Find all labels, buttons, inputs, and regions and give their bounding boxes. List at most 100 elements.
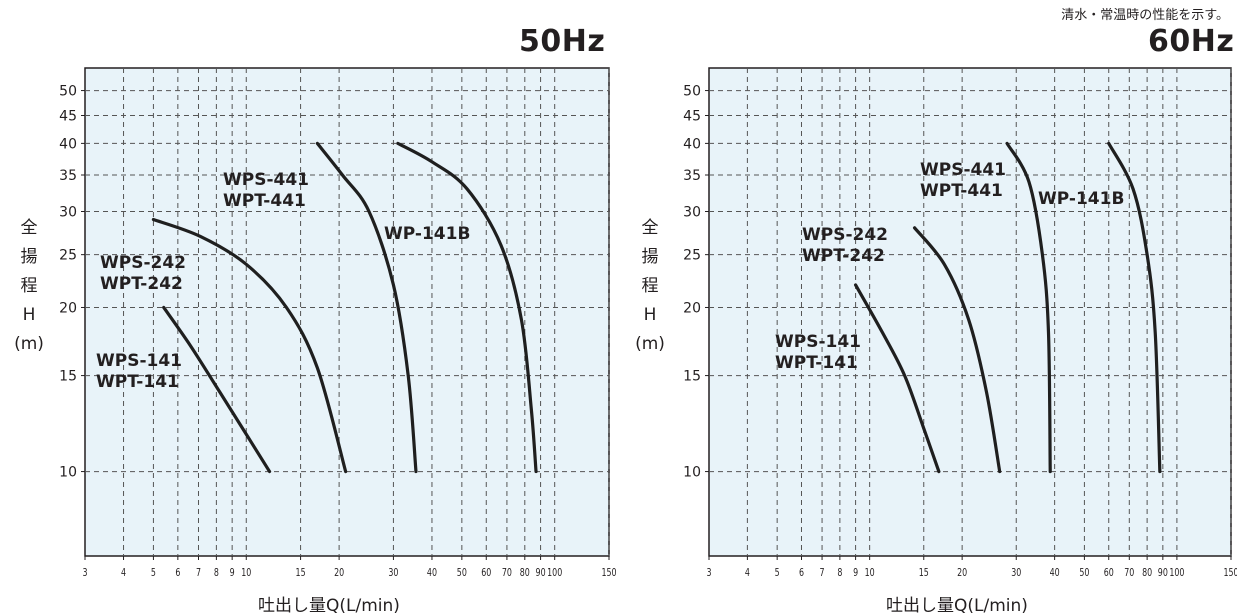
x-tick-label: 60 bbox=[481, 567, 491, 580]
performance-note: 清水・常温時の性能を示す。 bbox=[1061, 8, 1229, 23]
y-axis-label-char: (m) bbox=[635, 334, 665, 354]
series-label: WPS-441 bbox=[920, 160, 1006, 180]
x-tick-label: 50 bbox=[1079, 567, 1089, 580]
series-label: WPS-441 bbox=[223, 170, 309, 190]
performance-curve-wps-242 bbox=[912, 226, 1002, 474]
y-tick-label: 25 bbox=[683, 248, 701, 264]
y-tick-label: 35 bbox=[59, 168, 77, 184]
x-tick-label: 20 bbox=[957, 567, 967, 580]
x-axis-label-50hz: 吐出し量Q(L/min) bbox=[258, 596, 400, 616]
y-tick-label: 20 bbox=[59, 300, 77, 316]
frequency-title-50hz: 50Hz bbox=[519, 24, 606, 59]
y-axis-label-char: 揚 bbox=[641, 247, 659, 267]
series-label: WPT-242 bbox=[802, 246, 885, 266]
x-tick-label: 40 bbox=[427, 567, 437, 580]
x-tick-label: 60 bbox=[1104, 567, 1114, 580]
x-tick-label: 20 bbox=[334, 567, 344, 580]
performance-curve-wps-441 bbox=[1005, 141, 1052, 474]
x-tick-label: 90 bbox=[536, 567, 546, 580]
y-tick-label: 40 bbox=[59, 136, 77, 152]
y-tick-label: 50 bbox=[59, 84, 77, 100]
x-tick-label: 150 bbox=[601, 567, 616, 580]
y-axis-label-char: 程 bbox=[20, 276, 38, 296]
chart-panel-50hz: 3 4 5 6 7 8 9 10 15 20 30 40 50 60 70 80 90 100 1501015202… bbox=[59, 67, 617, 580]
series-label: WPT-141 bbox=[96, 372, 179, 392]
x-axis-label-60hz: 吐出し量Q(L/min) bbox=[886, 596, 1028, 616]
x-tick-label: 8 bbox=[214, 567, 219, 580]
y-tick-label: 30 bbox=[683, 204, 701, 220]
performance-curve-wp-141b bbox=[396, 141, 538, 474]
y-tick-label: 15 bbox=[59, 369, 77, 385]
x-tick-label: 100 bbox=[547, 567, 562, 580]
x-tick-label: 50 bbox=[457, 567, 467, 580]
y-tick-label: 45 bbox=[59, 109, 77, 125]
series-label: WP-141B bbox=[384, 224, 470, 244]
x-tick-label: 80 bbox=[520, 567, 530, 580]
y-axis-label-char: 程 bbox=[641, 276, 659, 296]
x-tick-label: 30 bbox=[1011, 567, 1021, 580]
performance-curve-wps-242 bbox=[151, 217, 348, 474]
y-axis-label-char: 全 bbox=[641, 218, 659, 238]
y-tick-label: 30 bbox=[59, 204, 77, 220]
y-axis-label-char: 全 bbox=[20, 218, 38, 238]
x-tick-label: 100 bbox=[1169, 567, 1184, 580]
y-axis-label-char: H bbox=[643, 305, 657, 325]
y-tick-label: 45 bbox=[683, 109, 701, 125]
performance-curve-wps-141 bbox=[162, 305, 272, 474]
x-tick-label: 15 bbox=[296, 567, 306, 580]
y-axis-label-50hz: 全 揚 程 H (m) bbox=[9, 214, 49, 359]
x-tick-label: 6 bbox=[799, 567, 804, 580]
series-label: WPS-141 bbox=[775, 332, 861, 352]
x-tick-label: 7 bbox=[196, 567, 201, 580]
series-label: WPT-441 bbox=[920, 181, 1003, 201]
performance-curve-wp-141b bbox=[1107, 141, 1162, 474]
series-label: WPS-242 bbox=[100, 253, 186, 273]
x-tick-label: 4 bbox=[121, 567, 126, 580]
frequency-title-60hz: 60Hz bbox=[1148, 24, 1235, 59]
plot-area bbox=[708, 67, 1232, 557]
y-tick-label: 35 bbox=[683, 168, 701, 184]
x-tick-label: 7 bbox=[820, 567, 825, 580]
y-tick-label: 15 bbox=[683, 369, 701, 385]
x-tick-label: 80 bbox=[1142, 567, 1152, 580]
series-label: WPS-141 bbox=[96, 351, 182, 371]
x-tick-label: 9 bbox=[853, 567, 858, 580]
x-tick-label: 4 bbox=[745, 567, 750, 580]
y-tick-label: 25 bbox=[59, 248, 77, 264]
x-tick-label: 8 bbox=[837, 567, 842, 580]
series-label: WPT-242 bbox=[100, 274, 183, 294]
y-tick-label: 40 bbox=[683, 136, 701, 152]
x-tick-label: 3 bbox=[706, 567, 711, 580]
y-tick-label: 20 bbox=[683, 300, 701, 316]
y-tick-label: 10 bbox=[59, 465, 77, 481]
x-tick-label: 70 bbox=[502, 567, 512, 580]
x-tick-label: 5 bbox=[151, 567, 156, 580]
series-label: WPS-242 bbox=[802, 225, 888, 245]
series-label: WP-141B bbox=[1038, 189, 1124, 209]
y-tick-label: 10 bbox=[683, 465, 701, 481]
y-tick-label: 50 bbox=[683, 84, 701, 100]
series-label: WPT-441 bbox=[223, 191, 306, 211]
x-tick-label: 70 bbox=[1124, 567, 1134, 580]
x-tick-label: 5 bbox=[775, 567, 780, 580]
y-axis-label-char: 揚 bbox=[20, 247, 38, 267]
performance-curve-wps-441 bbox=[315, 141, 418, 474]
series-label: WPT-141 bbox=[775, 353, 858, 373]
performance-curve-wps-141 bbox=[853, 283, 941, 474]
x-tick-label: 90 bbox=[1158, 567, 1168, 580]
x-tick-label: 9 bbox=[230, 567, 235, 580]
chart-panel-60hz: 3456789101520304050607080901001501015202… bbox=[683, 67, 1237, 580]
x-tick-label: 6 bbox=[175, 567, 180, 580]
x-tick-label: 10 bbox=[865, 567, 875, 580]
x-tick-label: 10 bbox=[241, 567, 251, 580]
y-axis-label-char: H bbox=[22, 305, 36, 325]
x-tick-label: 150 bbox=[1223, 567, 1237, 580]
x-tick-label: 30 bbox=[388, 567, 398, 580]
x-tick-label: 40 bbox=[1050, 567, 1060, 580]
y-axis-label-char: (m) bbox=[14, 334, 44, 354]
y-axis-label-60hz: 全 揚 程 H (m) bbox=[630, 214, 670, 359]
x-tick-label: 3 bbox=[82, 567, 87, 580]
plot-area bbox=[84, 67, 610, 557]
x-tick-label: 15 bbox=[919, 567, 929, 580]
